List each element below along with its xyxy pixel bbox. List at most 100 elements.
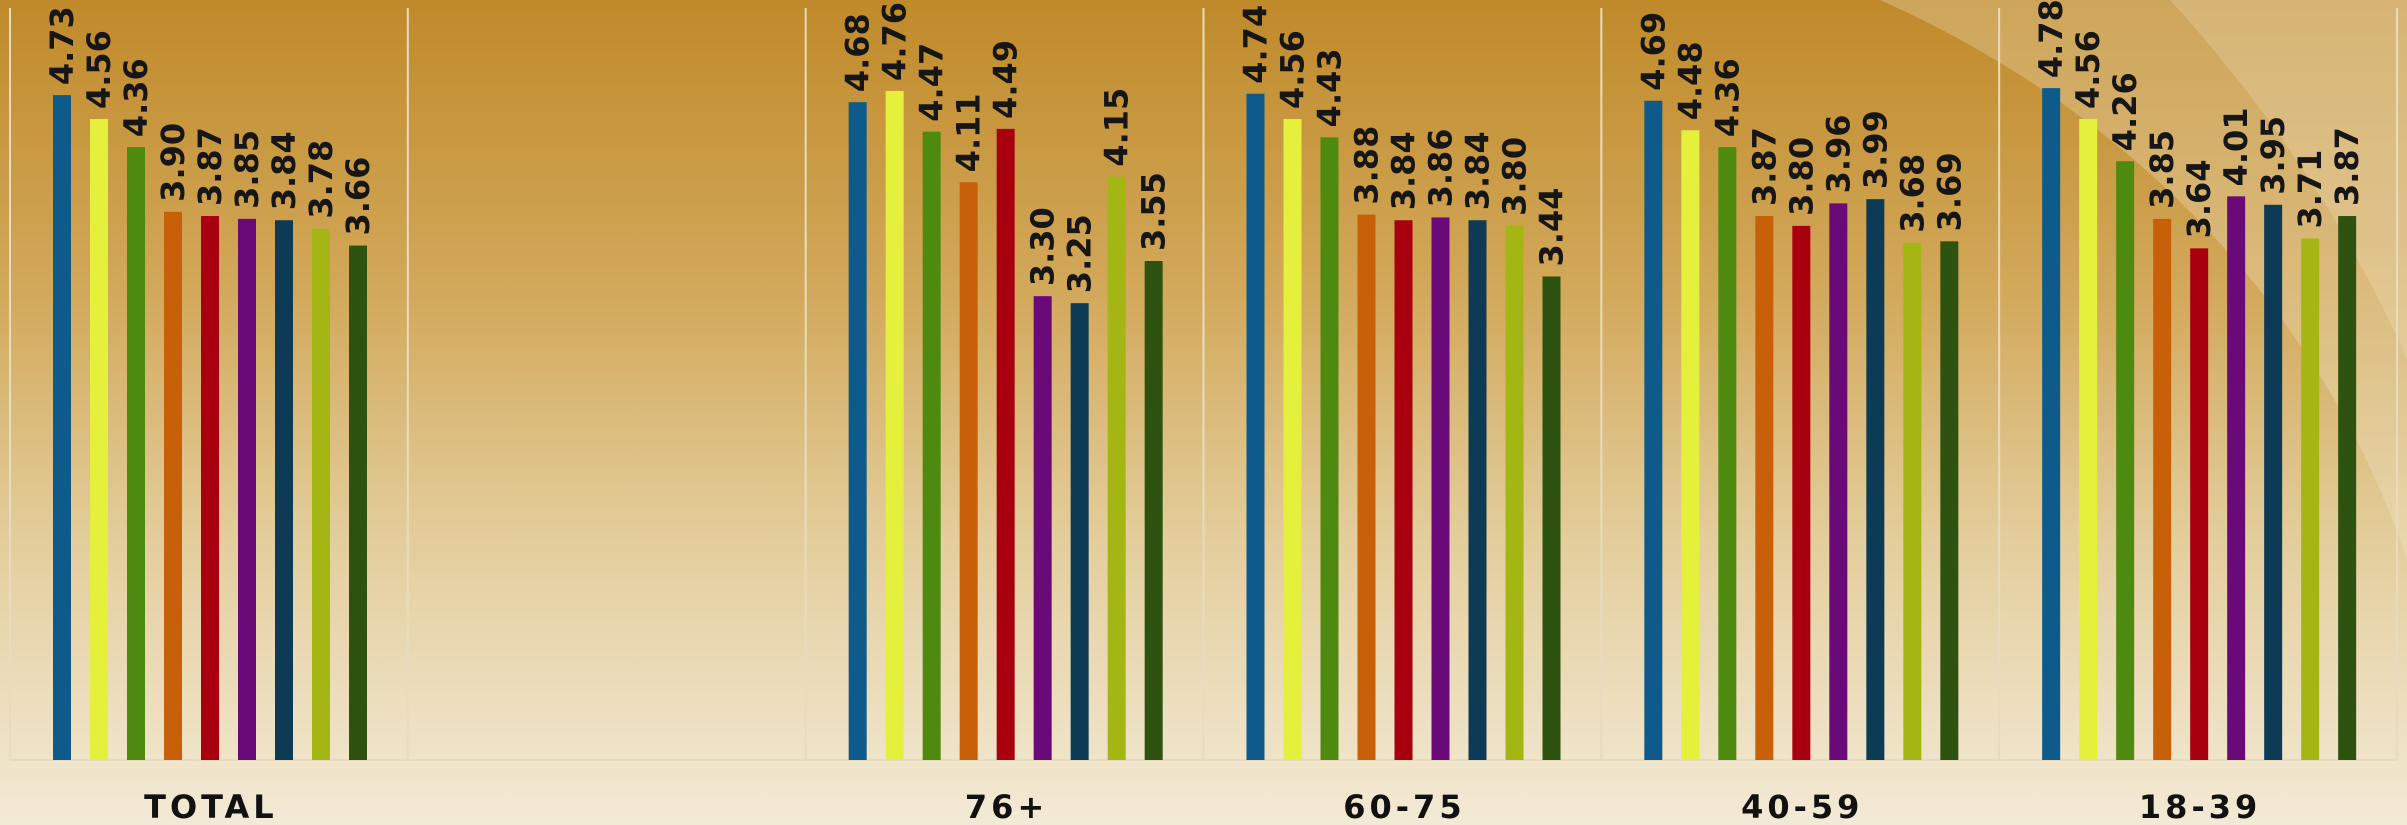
bar <box>996 128 1015 760</box>
data-label: 3.69 <box>1930 152 1968 231</box>
bar <box>2227 196 2246 761</box>
data-label: 4.15 <box>1098 88 1136 167</box>
chart-category-labels: TOTAL 76+ 60-75 40-59 18-39 <box>144 788 2261 825</box>
data-label: 3.64 <box>2180 159 2218 238</box>
data-label: 3.96 <box>1819 114 1857 193</box>
data-label: 3.66 <box>339 157 377 236</box>
data-label: 3.90 <box>154 123 192 202</box>
data-label: 3.88 <box>1348 126 1386 205</box>
bar <box>1903 242 1922 760</box>
bar <box>275 220 293 761</box>
data-label: 3.30 <box>1024 207 1062 286</box>
bar <box>2301 238 2320 760</box>
data-label: 4.56 <box>1274 30 1312 109</box>
data-label: 3.78 <box>302 140 340 219</box>
bar <box>1468 220 1487 761</box>
bar <box>1792 225 1811 761</box>
data-label: 3.85 <box>228 130 266 209</box>
bar <box>349 245 367 760</box>
bar <box>1246 93 1265 760</box>
category-label: 60-75 <box>1343 788 1465 825</box>
bar <box>1283 119 1302 761</box>
bar <box>1320 137 1339 760</box>
bar <box>312 228 330 761</box>
data-label: 3.80 <box>1782 137 1820 216</box>
data-label: 3.84 <box>1385 131 1423 210</box>
data-label: 4.01 <box>2217 107 2255 186</box>
data-label: 4.56 <box>80 30 118 109</box>
category-label: 76+ <box>965 788 1048 825</box>
data-label: 4.68 <box>839 13 877 92</box>
bar <box>2264 204 2283 761</box>
data-label: 3.85 <box>2143 130 2181 209</box>
bar <box>1357 214 1376 761</box>
bar <box>848 102 867 760</box>
data-label: 3.68 <box>1893 154 1931 233</box>
bar <box>1829 203 1848 760</box>
data-label: 3.80 <box>1496 137 1534 216</box>
bar <box>1718 147 1737 760</box>
data-label: 4.78 <box>2032 0 2070 78</box>
data-label: 4.26 <box>2106 72 2144 151</box>
data-label: 3.84 <box>1459 131 1497 210</box>
bar <box>2190 248 2209 760</box>
data-label: 4.43 <box>1311 48 1349 127</box>
bar <box>1505 225 1524 761</box>
chart-value-labels: 4.73 4.56 4.363.90 3.87 3.85 3.84 3.78 3.664.68… <box>43 0 2366 293</box>
bar <box>201 216 219 760</box>
data-label: 4.73 <box>43 6 81 85</box>
data-label: 3.86 <box>1422 128 1460 207</box>
data-label: 3.99 <box>1856 110 1894 189</box>
data-label: 3.71 <box>2291 150 2329 229</box>
bar <box>1070 303 1089 760</box>
data-label: 4.56 <box>2069 30 2107 109</box>
bar <box>922 131 941 760</box>
bar <box>164 211 182 760</box>
chart-gridlines <box>9 8 2398 761</box>
bar <box>53 95 71 761</box>
data-label: 3.84 <box>265 131 303 210</box>
bar <box>2338 216 2357 760</box>
bar <box>1681 130 1700 761</box>
data-label: 3.87 <box>1745 127 1783 206</box>
data-label: 4.74 <box>1237 5 1275 84</box>
data-label: 4.36 <box>1708 58 1746 137</box>
data-label: 3.95 <box>2254 116 2292 195</box>
bar <box>959 182 978 760</box>
bar <box>90 119 108 761</box>
data-label: 4.36 <box>117 58 155 137</box>
bar <box>1107 176 1126 760</box>
category-label: 40-59 <box>1741 788 1863 825</box>
bar <box>2042 88 2061 760</box>
bar <box>2079 119 2098 761</box>
bar <box>1866 199 1885 761</box>
data-label: 3.87 <box>191 127 229 206</box>
bar <box>127 147 145 760</box>
bar <box>885 90 904 760</box>
chart-bars <box>53 88 2357 761</box>
bar <box>238 218 256 760</box>
data-label: 3.25 <box>1061 214 1099 293</box>
bar <box>1940 241 1959 761</box>
category-label: 18-39 <box>2139 788 2261 825</box>
bar <box>2116 161 2135 761</box>
data-label: 3.87 <box>2328 127 2366 206</box>
bar <box>1431 217 1450 760</box>
data-label: 4.11 <box>950 93 988 172</box>
bar <box>1144 261 1163 760</box>
data-label: 4.69 <box>1634 12 1672 91</box>
data-label: 4.47 <box>913 43 951 122</box>
data-label: 3.55 <box>1135 172 1173 251</box>
category-label: TOTAL <box>144 788 278 825</box>
bar <box>1755 216 1774 760</box>
bar <box>1644 100 1663 761</box>
data-label: 4.76 <box>876 2 914 81</box>
bar <box>2153 218 2172 760</box>
bar <box>1542 276 1561 760</box>
data-label: 3.44 <box>1533 188 1571 267</box>
data-label: 4.48 <box>1671 41 1709 120</box>
bar <box>1033 296 1052 760</box>
data-label: 4.49 <box>987 40 1025 119</box>
